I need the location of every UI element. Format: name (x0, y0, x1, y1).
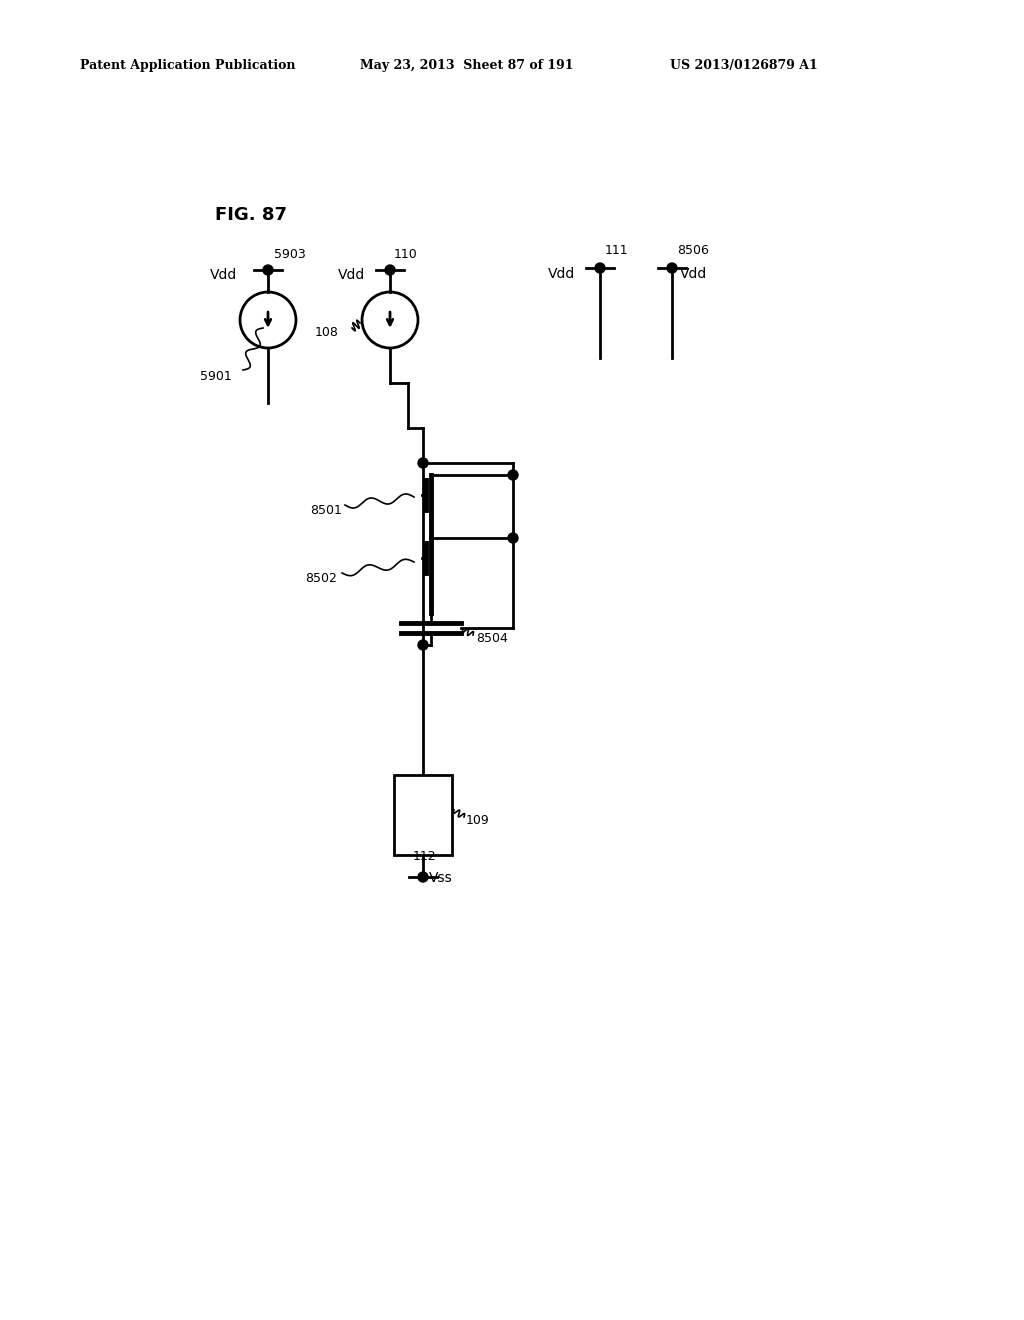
Circle shape (418, 458, 428, 469)
Text: 5903: 5903 (274, 248, 306, 260)
Circle shape (595, 263, 605, 273)
Text: 8504: 8504 (476, 632, 508, 645)
Text: Vdd: Vdd (680, 267, 708, 281)
Circle shape (667, 263, 677, 273)
Text: Patent Application Publication: Patent Application Publication (80, 58, 296, 71)
Text: 8502: 8502 (305, 572, 337, 585)
Circle shape (508, 470, 518, 480)
Text: 112: 112 (413, 850, 436, 863)
Text: Vdd: Vdd (338, 268, 366, 282)
Text: 111: 111 (605, 243, 629, 256)
Text: Vdd: Vdd (210, 268, 238, 282)
Text: 8501: 8501 (310, 503, 342, 516)
Text: 8506: 8506 (677, 243, 709, 256)
Text: 110: 110 (394, 248, 418, 260)
Circle shape (508, 533, 518, 543)
Text: Vss: Vss (429, 871, 453, 884)
Text: 5901: 5901 (200, 370, 231, 383)
Circle shape (263, 265, 273, 275)
Text: 109: 109 (466, 813, 489, 826)
Text: 108: 108 (315, 326, 339, 338)
Circle shape (418, 640, 428, 649)
Text: FIG. 87: FIG. 87 (215, 206, 287, 224)
Text: US 2013/0126879 A1: US 2013/0126879 A1 (670, 58, 818, 71)
Bar (394, 775, 452, 855)
Text: Vdd: Vdd (548, 267, 575, 281)
Circle shape (418, 873, 428, 882)
Text: May 23, 2013  Sheet 87 of 191: May 23, 2013 Sheet 87 of 191 (360, 58, 573, 71)
Circle shape (385, 265, 395, 275)
